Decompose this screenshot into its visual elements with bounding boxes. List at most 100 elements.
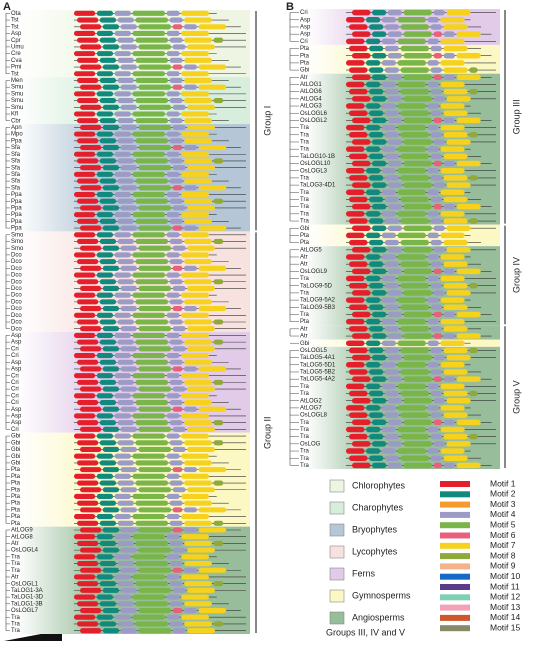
motif-box: [114, 111, 131, 117]
motif-box: [366, 189, 381, 196]
motif-box: [172, 84, 183, 90]
motif-box: [430, 110, 442, 116]
motif-box: [403, 203, 433, 210]
motif-box: [372, 139, 387, 145]
motif-box: [172, 225, 183, 231]
motif-box: [387, 441, 403, 447]
motif-box: [117, 98, 134, 104]
motif-box: [120, 124, 137, 130]
motif-box: [446, 354, 471, 361]
motif-box: [184, 259, 212, 265]
motif-box: [469, 347, 478, 354]
motif-box: [349, 239, 368, 246]
motif-box: [430, 369, 442, 375]
motif-box: [440, 81, 465, 88]
motif-box: [102, 487, 120, 493]
motif-box: [135, 581, 169, 587]
motif-box: [349, 175, 368, 181]
motif-box: [74, 91, 96, 97]
leaf-label: TaLOG1-3A: [11, 588, 43, 594]
motif-box: [397, 254, 427, 260]
motif-box: [181, 191, 209, 198]
leaf-label: Asp: [300, 32, 311, 38]
motif-box: [96, 312, 114, 318]
motif-box: [169, 339, 183, 345]
motif-box: [169, 520, 183, 526]
motif-box: [77, 480, 99, 486]
motif-box: [183, 84, 197, 90]
motif-box: [349, 196, 368, 203]
leaf-label: Tra: [11, 628, 20, 634]
motif-box: [184, 238, 212, 245]
motif-box: [369, 433, 384, 440]
motif-box: [443, 433, 468, 440]
motif-box: [184, 339, 212, 345]
motif-box: [135, 259, 169, 265]
motif-box: [198, 84, 227, 90]
motif-box: [96, 151, 114, 157]
motif-box: [114, 272, 131, 278]
leaf-label: Asp: [11, 333, 22, 339]
motif-box: [77, 259, 99, 265]
motif-box: [387, 333, 403, 339]
motif-box: [352, 311, 371, 318]
motif-box: [440, 232, 465, 239]
motif-box: [366, 167, 381, 174]
motif-box: [384, 347, 400, 354]
motif-swatch: [440, 563, 470, 570]
leaf-label: Atr: [11, 541, 19, 547]
motif-box: [387, 419, 403, 426]
leaf-label: AtLOG7: [300, 405, 322, 411]
motif-box: [400, 153, 430, 160]
leaf-label: AtLOG8: [11, 534, 33, 540]
motif-box: [99, 621, 117, 627]
motif-box: [132, 131, 166, 137]
motif-box: [349, 282, 368, 289]
motif-box: [169, 359, 183, 365]
motif-box: [433, 52, 443, 59]
motif-box: [183, 24, 197, 30]
motif-box: [384, 153, 400, 160]
motif-box: [213, 420, 224, 426]
motif-box: [443, 203, 455, 210]
motif-box: [352, 419, 371, 426]
motif-box: [120, 607, 137, 614]
motif-box: [102, 607, 120, 614]
motif-box: [74, 30, 96, 37]
motif-box: [184, 17, 212, 23]
motif-box: [117, 37, 134, 43]
motif-box: [433, 139, 445, 145]
leaf-label: AtLOG4: [300, 96, 322, 102]
motif-box: [187, 386, 215, 392]
motif-box: [172, 144, 183, 151]
motif-box: [183, 185, 197, 191]
motif-box: [443, 153, 468, 160]
motif-box: [96, 71, 114, 77]
motif-box: [120, 225, 137, 231]
motif-box: [433, 333, 443, 339]
motif-box: [132, 51, 166, 57]
motif-box: [430, 347, 442, 354]
motif-box: [102, 366, 120, 372]
motif-box: [430, 412, 442, 418]
motif-swatch: [440, 542, 470, 549]
motif-box: [80, 124, 102, 130]
motif-box: [346, 211, 365, 217]
motif-box: [427, 340, 439, 346]
motif-box: [114, 30, 131, 37]
motif-box: [172, 64, 183, 70]
motif-box: [433, 31, 443, 37]
motif-box: [440, 17, 465, 23]
motif-box: [169, 420, 183, 426]
motif-box: [366, 146, 381, 152]
leaf-label: Dco: [11, 286, 22, 292]
leaf-label: TaLOG10-1B: [300, 154, 335, 160]
motif-box: [381, 362, 397, 368]
motif-box: [117, 77, 134, 84]
motif-box: [352, 247, 371, 253]
motif-box: [138, 124, 172, 130]
motif-box: [400, 132, 430, 138]
motif-box: [397, 297, 427, 303]
motif-box: [443, 196, 468, 203]
motif-box: [369, 282, 384, 289]
